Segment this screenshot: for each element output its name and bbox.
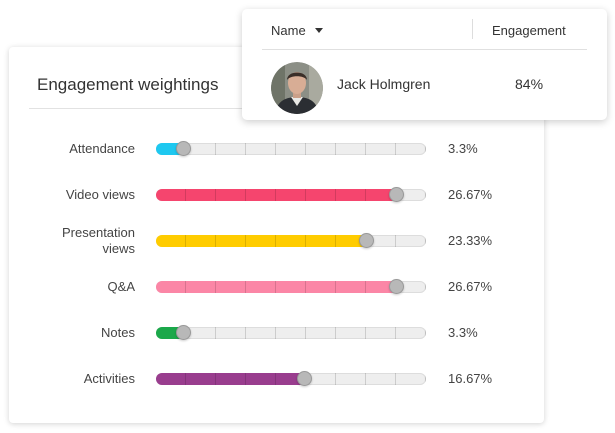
weight-value: 3.3% [448,325,478,340]
engagement-column-header[interactable]: Engagement [492,23,566,38]
weight-row-presentation-views: Presentation views 23.33% [9,221,544,261]
weight-slider-track[interactable] [156,327,426,339]
weight-label: Q&A [107,279,135,294]
engagement-table-card: Name Engagement Jack Holmgren 84% [242,9,607,120]
weight-label: Activities [83,371,135,386]
weight-value: 16.67% [448,371,493,386]
weight-label: Attendance [69,141,135,156]
name-column-label: Name [271,23,306,38]
name-column-header[interactable]: Name [271,23,323,38]
weight-row-video-views: Video views 26.67% [9,175,544,215]
engagement-score: 84% [515,76,544,92]
weight-slider-handle[interactable] [175,141,191,156]
weight-label: Notes [101,325,135,340]
weight-value: 26.67% [448,187,493,202]
weight-value: 3.3% [448,141,478,156]
weight-slider-track[interactable] [156,373,426,385]
weight-value: 23.33% [448,233,493,248]
slider-ticks [156,373,426,385]
weight-slider-track[interactable] [156,235,426,247]
weight-slider-handle[interactable] [359,233,375,248]
weight-slider-track[interactable] [156,143,426,155]
weight-slider-fill [156,235,367,247]
user-avatar-photo [271,62,323,114]
slider-ticks [156,327,426,339]
caret-down-icon[interactable] [314,28,323,33]
weight-row-attendance: Attendance 3.3% [9,129,544,169]
weight-value: 26.67% [448,279,493,294]
weight-label: Presentation views [62,225,135,256]
header-divider [262,49,587,50]
weight-row-qa: Q&A 26.67% [9,267,544,307]
slider-ticks [156,143,426,155]
column-separator [472,19,473,39]
weight-slider-fill [156,189,397,201]
weight-row-notes: Notes 3.3% [9,313,544,353]
weight-slider-track[interactable] [156,189,426,201]
weight-slider-track[interactable] [156,281,426,293]
weight-row-activities: Activities 16.67% [9,359,544,399]
slider-ticks [156,281,426,293]
weight-slider-fill [156,373,305,385]
weight-label: Video views [65,187,135,202]
weight-slider-handle[interactable] [388,279,404,294]
avatar-image [271,62,323,114]
slider-ticks [156,235,426,247]
weightings-title: Engagement weightings [37,75,219,94]
person-name: Jack Holmgren [337,76,431,92]
slider-ticks [156,189,426,201]
weight-slider-handle[interactable] [175,325,191,340]
weight-slider-handle[interactable] [388,187,404,202]
weight-slider-handle[interactable] [297,371,312,386]
weight-slider-fill [156,281,397,293]
